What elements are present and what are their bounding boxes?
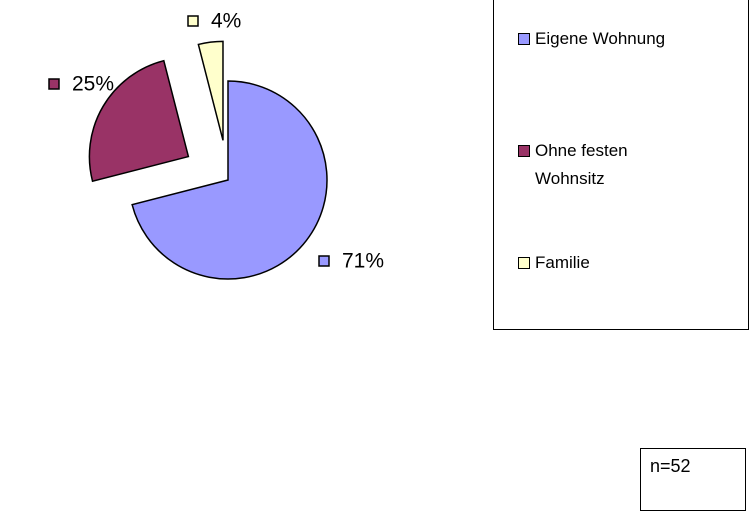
annotation: n=52 [640,448,746,511]
pie-slice [88,59,190,183]
legend: Eigene Wohnung Ohne festen Wohnsitz Famili… [493,0,749,330]
legend-entry: Ohne festen Wohnsitz [518,137,685,193]
legend-label: Ohne festen Wohnsitz [535,141,628,188]
legend-entry: Eigene Wohnung [518,25,685,53]
data-label: 4% [211,10,241,33]
data-label: 71% [342,250,384,273]
legend-swatch [518,33,530,45]
label-swatch [187,15,199,27]
legend-label: Familie [535,253,590,272]
legend-swatch [518,145,530,157]
label-swatch [48,78,60,90]
legend-label: Eigene Wohnung [535,29,666,48]
data-label: 25% [72,73,114,96]
label-swatch [318,255,330,267]
pie-slice [197,40,224,141]
pie-slice [131,80,328,280]
legend-swatch [518,257,530,269]
legend-entry: Familie [518,249,685,277]
